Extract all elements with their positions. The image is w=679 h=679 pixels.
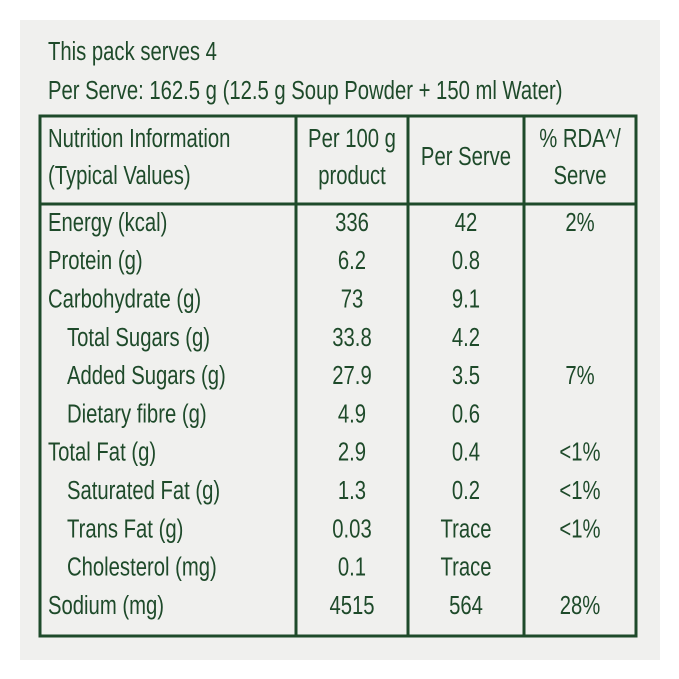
cell: 0.4	[452, 437, 480, 466]
table-border	[38, 114, 638, 638]
row-label: Carbohydrate (g)	[48, 284, 201, 313]
cell: <1%	[559, 437, 600, 466]
cell: 4.9	[338, 399, 366, 428]
cell: Trace	[440, 514, 491, 543]
cell: 564	[449, 590, 483, 619]
row-label: Energy (kcal)	[48, 207, 167, 236]
row-label: Total Fat (g)	[48, 437, 156, 466]
row-label: Added Sugars (g)	[67, 361, 226, 390]
cell: 2%	[565, 207, 594, 236]
cell: 33.8	[332, 322, 371, 351]
column-header: Nutrition Information	[48, 123, 230, 152]
cell: 4.2	[452, 322, 480, 351]
cell: 7%	[565, 361, 594, 390]
cell: 0.6	[452, 399, 480, 428]
column-header: (Typical Values)	[48, 160, 191, 189]
title: This pack serves 4	[48, 36, 217, 65]
column-header: Serve	[554, 160, 607, 189]
cell: <1%	[559, 514, 600, 543]
cell: 0.03	[332, 514, 371, 543]
row-label: Total Sugars (g)	[67, 322, 210, 351]
cell: 27.9	[332, 361, 371, 390]
text-layer: This pack serves 4 Per Serve: 162.5 g (12…	[48, 36, 621, 619]
subtitle: Per Serve: 162.5 g (12.5 g Soup Powder +…	[48, 75, 563, 104]
panel-bg	[20, 20, 660, 660]
cell: 2.9	[338, 437, 366, 466]
row-label: Dietary fibre (g)	[67, 399, 207, 428]
cell: Trace	[440, 552, 491, 581]
cell: 6.2	[338, 246, 366, 275]
column-header: product	[318, 160, 386, 189]
cell: 73	[341, 284, 364, 313]
cell: 0.1	[338, 552, 366, 581]
row-label: Cholesterol (mg)	[67, 552, 217, 581]
column-header: % RDA^/	[539, 123, 621, 152]
cell: 4515	[329, 590, 374, 619]
cell: 3.5	[452, 361, 480, 390]
cell: 336	[335, 207, 369, 236]
column-header: Per 100 g	[308, 123, 396, 152]
column-header: Per Serve	[421, 141, 511, 170]
row-label: Protein (g)	[48, 246, 143, 275]
row-label: Trans Fat (g)	[67, 514, 183, 543]
cell: 9.1	[452, 284, 480, 313]
cell: 1.3	[338, 476, 366, 505]
row-label: Saturated Fat (g)	[67, 476, 220, 505]
cell: 28%	[560, 590, 601, 619]
cell: 0.8	[452, 246, 480, 275]
cell: <1%	[559, 476, 600, 505]
cell: 0.2	[452, 476, 480, 505]
cell: 42	[455, 207, 478, 236]
row-label: Sodium (mg)	[48, 590, 164, 619]
